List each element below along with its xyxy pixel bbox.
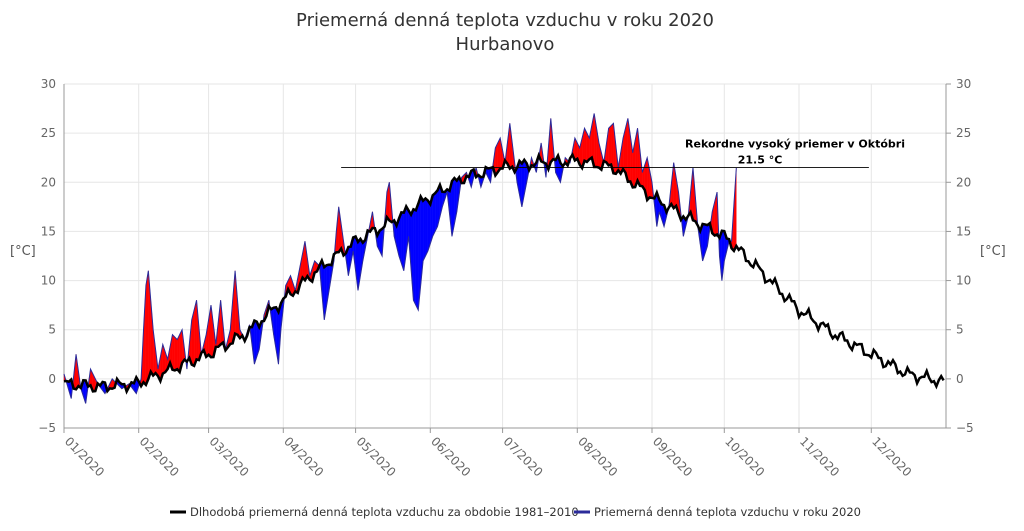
anomaly-segment — [432, 192, 436, 237]
chart-subtitle: Hurbanovo — [456, 34, 555, 55]
y-tick-label-left: 15 — [41, 224, 56, 238]
y-tick-label-right: 30 — [956, 77, 971, 91]
anomaly-segment — [415, 203, 419, 311]
anomaly-segment — [425, 198, 429, 257]
annotation-label: Rekordne vysoký priemer v Októbri — [685, 138, 905, 151]
y-tick-label-right: 15 — [956, 224, 971, 238]
x-tick-label: 04/2020 — [281, 434, 326, 479]
x-tick-label: 12/2020 — [869, 434, 914, 479]
y-ticks-right: 30 25 20 15 10 5 0 −5 — [946, 77, 974, 435]
y-tick-label-right: 25 — [956, 126, 971, 140]
anomaly-segment — [422, 198, 426, 261]
x-tick-label: 10/2020 — [722, 434, 767, 479]
y-tick-label-left: 0 — [48, 372, 56, 386]
y-tick-label-right: −5 — [956, 421, 974, 435]
x-tick-label: 03/2020 — [206, 434, 251, 479]
y-tick-label-left: 25 — [41, 126, 56, 140]
y-tick-label-right: 5 — [956, 323, 964, 337]
x-tick-label: 09/2020 — [650, 434, 695, 479]
x-tick-label: 02/2020 — [137, 434, 182, 479]
y-tick-label-left: −5 — [38, 421, 56, 435]
series-normal-line — [63, 151, 945, 395]
x-tick-label: 11/2020 — [797, 434, 842, 479]
anomaly-segment — [608, 125, 612, 166]
x-tick-label: 08/2020 — [575, 434, 620, 479]
y-tick-label-left: 30 — [41, 77, 56, 91]
anomaly-segment — [177, 334, 180, 373]
x-tick-label: 05/2020 — [353, 434, 398, 479]
x-tick-label: 01/2020 — [62, 434, 107, 479]
anomaly-segment — [174, 336, 178, 371]
anomaly-segment — [172, 334, 176, 371]
anomaly-segment — [413, 208, 416, 306]
chart-title: Priemerná denná teplota vzduchu v roku 2… — [296, 10, 714, 31]
x-tick-label: 07/2020 — [500, 434, 545, 479]
gridlines — [63, 83, 947, 429]
anomaly-segment — [401, 212, 404, 271]
y-tick-label-right: 10 — [956, 274, 971, 288]
y-tick-label-right: 0 — [956, 372, 964, 386]
y-tick-label-left: 20 — [41, 175, 56, 189]
x-tick-label: 06/2020 — [428, 434, 473, 479]
series-2020-line — [63, 113, 737, 404]
y-tick-label-right: 20 — [956, 175, 971, 189]
legend: Dlhodobá priemerná denná teplota vzduchu… — [170, 505, 861, 519]
y-axis-label-left: [°C] — [10, 244, 36, 259]
anomaly-segment — [434, 189, 438, 232]
y-axis-label-right: [°C] — [980, 244, 1006, 259]
legend-normal-label: Dlhodobá priemerná denná teplota vzduchu… — [190, 505, 579, 519]
x-ticks: 01/2020 02/2020 03/2020 04/2020 05/2020 06/20… — [62, 428, 914, 479]
y-ticks-left: 30 25 20 15 10 5 0 −5 — [38, 77, 56, 435]
y-tick-label-left: 5 — [48, 323, 56, 337]
y-tick-label-left: 10 — [41, 274, 56, 288]
legend-2020-label: Priemerná denná teplota vzduchu v roku 2… — [594, 505, 861, 519]
annotation-value: 21.5 °C — [738, 154, 783, 167]
